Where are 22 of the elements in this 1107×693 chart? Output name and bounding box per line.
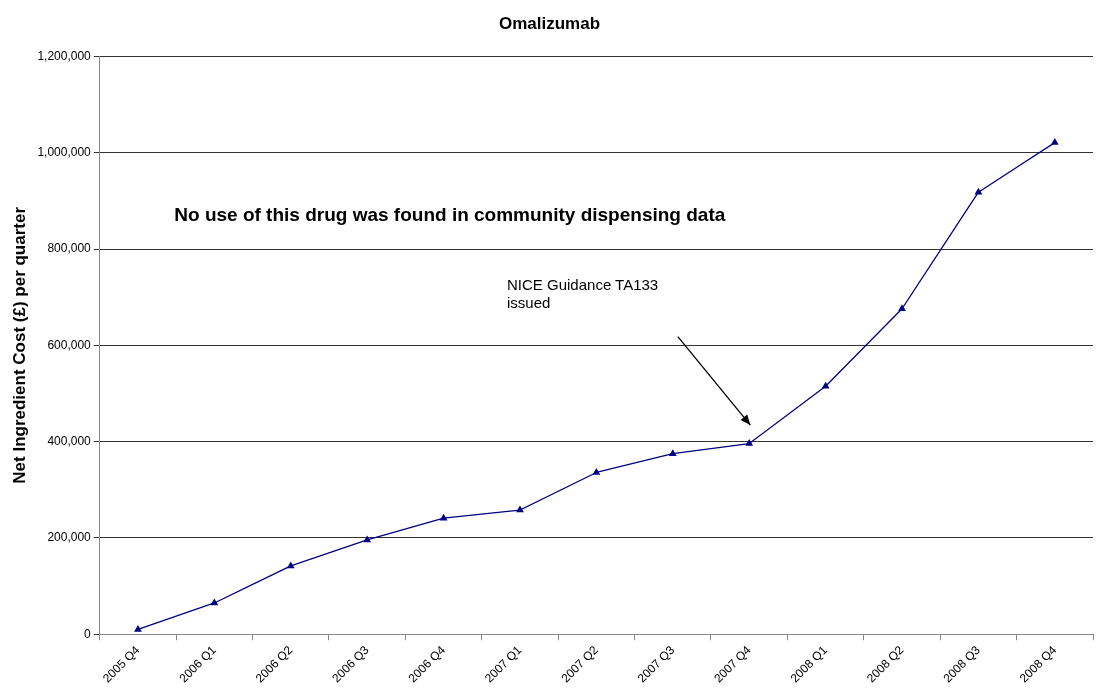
point bbox=[516, 505, 524, 513]
point bbox=[134, 624, 142, 632]
annotation: No use of this drug was found in community dispensing data bbox=[174, 203, 726, 225]
y-tick-label: 1,000,000 bbox=[37, 145, 92, 160]
y-tick-label: 800,000 bbox=[47, 241, 92, 256]
point bbox=[363, 535, 372, 543]
point bbox=[898, 304, 906, 311]
point bbox=[286, 561, 295, 569]
y-tick-label: 200,000 bbox=[47, 530, 92, 545]
y-tick-label: 0 bbox=[84, 626, 92, 641]
y-tick-label: 1,200,000 bbox=[37, 48, 92, 63]
y-axis-title: Net Ingredient Cost (£) per quarter bbox=[9, 206, 29, 484]
point bbox=[592, 467, 601, 475]
y-tick-label: 600,000 bbox=[47, 337, 92, 352]
y-tick-label: 400,000 bbox=[47, 433, 92, 448]
annotation: NICE Guidance TA133 issued bbox=[507, 276, 659, 312]
point bbox=[668, 449, 677, 456]
point bbox=[821, 381, 830, 389]
chart-title: Omalizumab bbox=[498, 13, 601, 33]
point bbox=[745, 439, 754, 446]
point bbox=[1050, 138, 1059, 145]
point bbox=[210, 598, 219, 606]
